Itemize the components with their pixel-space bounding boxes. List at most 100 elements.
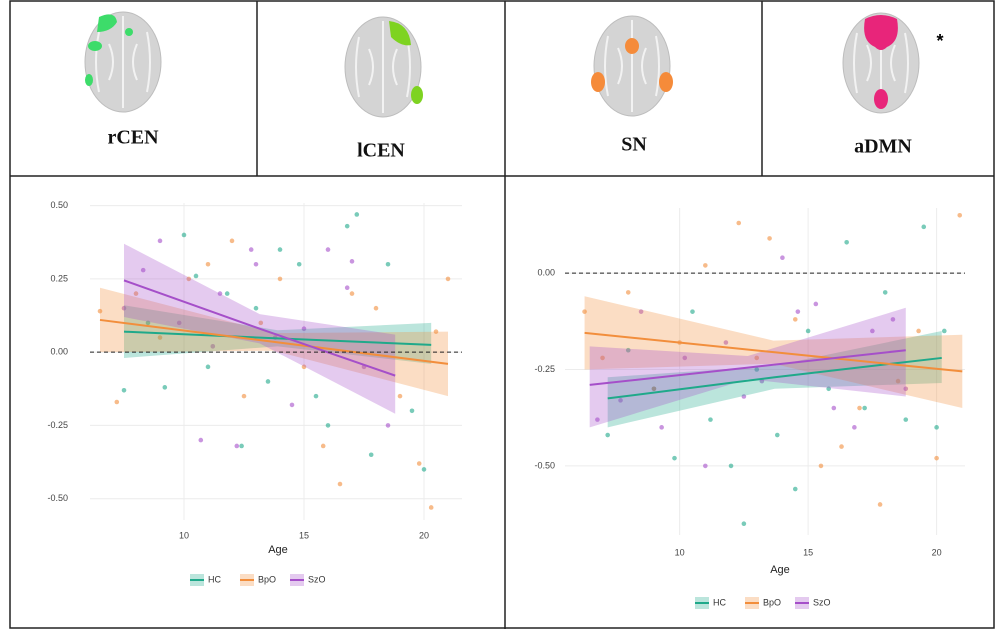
x-tick-label: 20 [932, 547, 942, 557]
network-label: aDMN [854, 136, 912, 158]
data-point [181, 232, 187, 238]
data-point [921, 224, 927, 230]
data-point [795, 309, 801, 314]
data-point [224, 291, 230, 296]
data-point [409, 408, 415, 414]
data-point [344, 223, 350, 229]
data-point [239, 443, 244, 449]
data-point [934, 425, 939, 430]
x-axis-title: Age [268, 544, 288, 556]
fit-line [123, 330, 432, 346]
brain-sn [591, 15, 673, 117]
data-point [826, 386, 831, 392]
data-point [354, 212, 360, 217]
data-point [754, 355, 760, 361]
data-point [176, 320, 182, 326]
x-tick-label: 10 [675, 547, 685, 557]
data-point [870, 328, 875, 334]
data-point [157, 238, 163, 244]
data-point [741, 394, 747, 399]
data-point [625, 290, 631, 295]
data-point [217, 291, 223, 296]
data-point [862, 405, 867, 411]
data-point [852, 425, 857, 430]
data-point [754, 367, 760, 372]
data-point [957, 212, 963, 218]
data-point [193, 273, 199, 279]
data-point [234, 443, 240, 449]
brain-admn [842, 12, 920, 114]
data-point [349, 291, 355, 296]
data-point [882, 290, 888, 295]
data-point [157, 335, 163, 340]
data-point [445, 276, 451, 282]
legend-label: BpO [258, 574, 276, 584]
data-point [205, 261, 211, 267]
data-point [210, 344, 216, 349]
network-label: rCEN [107, 127, 159, 149]
data-point [428, 505, 434, 510]
data-point [397, 393, 403, 399]
x-tick-label: 10 [179, 530, 189, 540]
data-point [229, 238, 235, 244]
data-point [313, 393, 319, 399]
data-point [792, 317, 798, 322]
data-point [301, 364, 307, 370]
significance-note: * [936, 31, 943, 51]
data-point [890, 317, 896, 322]
brain-rcen [84, 11, 162, 113]
x-tick-label: 20 [419, 530, 429, 540]
data-point [205, 364, 211, 370]
legend-label: HC [208, 574, 221, 584]
legend-label: SzO [308, 574, 326, 584]
data-point [145, 320, 151, 326]
data-point [433, 329, 439, 334]
data-point [903, 417, 909, 422]
data-point [253, 305, 259, 311]
data-point [813, 301, 819, 307]
data-point [277, 247, 283, 252]
y-tick-label: 0.25 [50, 273, 68, 283]
data-point [186, 276, 192, 282]
data-point [325, 247, 331, 252]
data-point [703, 463, 708, 469]
data-point [277, 276, 283, 282]
fit-line [589, 349, 906, 386]
x-tick-label: 15 [299, 530, 309, 540]
x-axis-title: Age [770, 564, 790, 576]
data-point [385, 423, 391, 428]
data-point [368, 452, 374, 458]
brain-lcen [344, 16, 423, 118]
data-point [373, 305, 379, 311]
data-point [114, 399, 120, 405]
data-point [248, 247, 254, 252]
data-point [385, 261, 391, 267]
x-tick-label: 15 [803, 547, 813, 557]
data-point [121, 387, 127, 393]
fit-line [99, 318, 449, 365]
data-point [416, 461, 422, 466]
data-point [121, 305, 127, 311]
legend-label: HC [713, 597, 726, 607]
data-point [831, 405, 837, 411]
data-point [736, 220, 742, 226]
data-point [659, 425, 664, 430]
data-point [767, 236, 772, 241]
fit-line [123, 279, 396, 377]
network-label: lCEN [357, 140, 405, 162]
data-point [133, 291, 139, 296]
data-point [140, 267, 146, 273]
data-point [903, 386, 909, 392]
data-point [682, 355, 688, 361]
fit-line [584, 331, 963, 373]
data-point [895, 378, 901, 384]
data-point [253, 261, 259, 267]
data-point [349, 259, 355, 264]
legend-label: SzO [813, 597, 831, 607]
data-point [97, 308, 103, 314]
y-tick-label: 0.00 [50, 347, 68, 357]
data-point [672, 455, 677, 461]
y-tick-label: -0.25 [47, 420, 68, 430]
data-point [651, 386, 657, 392]
